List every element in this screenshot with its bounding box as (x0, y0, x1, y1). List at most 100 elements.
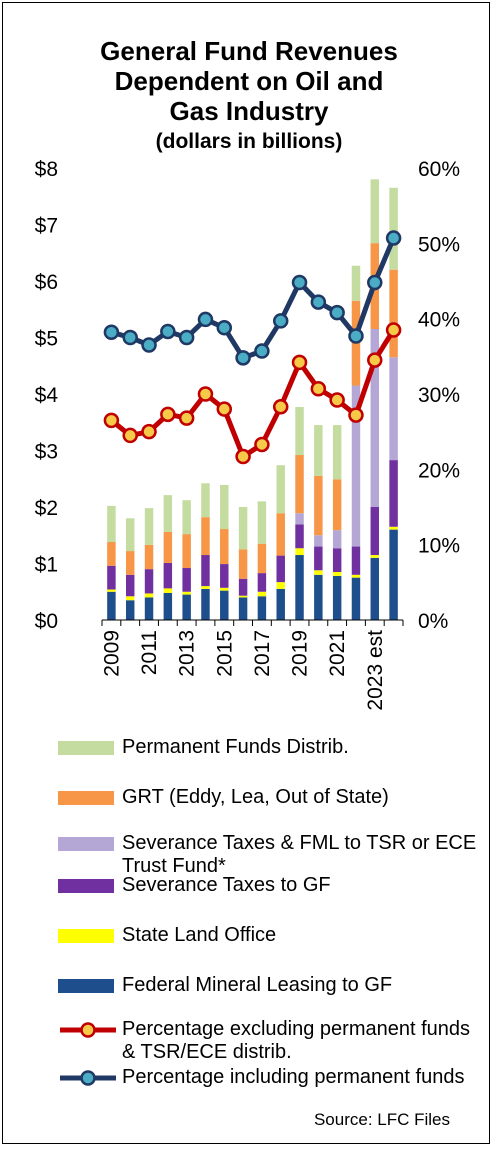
bar-segment (125, 600, 135, 620)
bar-segment (257, 501, 267, 544)
bar-segment (295, 555, 304, 620)
bar-segment (370, 557, 380, 620)
legend-swatch (58, 741, 114, 755)
line-point (291, 274, 308, 291)
bar-segment (125, 518, 135, 552)
bar-segment (351, 265, 361, 301)
legend-swatch (58, 837, 114, 851)
bar-segment (201, 483, 210, 518)
legend-label: Permanent Funds Distrib. (122, 736, 349, 758)
bar-segment (220, 587, 229, 591)
line-point (197, 311, 214, 328)
left-axis-tick-label: $3 (35, 441, 58, 464)
bar-segment (314, 425, 323, 476)
bar-segment (107, 565, 116, 590)
x-axis-tick-label: 2023 est (364, 630, 387, 711)
bar-segment (295, 524, 304, 549)
bar-segment (314, 546, 323, 571)
bar-segment (351, 546, 361, 575)
bar-segment (351, 385, 361, 547)
line-point (141, 423, 157, 440)
bar-segment (107, 591, 116, 620)
legend-label: Severance Taxes & FML to TSR or ECE Trus… (122, 832, 477, 877)
right-axis-tick-label: 10% (418, 535, 460, 558)
bar-segment (125, 551, 135, 575)
bar-segment (276, 588, 285, 620)
x-axis-tick-label: 2011 (138, 630, 161, 675)
bar-segment (332, 548, 342, 572)
bar-segment (220, 564, 229, 588)
bar-segment (295, 548, 304, 556)
line-point (141, 337, 157, 353)
line-point (197, 386, 214, 402)
bar-segment (389, 460, 398, 527)
bar-segment (389, 357, 398, 461)
bar-segment (182, 500, 191, 535)
chart-title-line-1: General Fund Revenues (100, 36, 398, 66)
left-axis-tick-label: $7 (35, 215, 58, 238)
legend-label: Federal Mineral Leasing to GF (122, 974, 393, 996)
chart-title-line-2: Dependent on Oil and (114, 66, 384, 96)
bar-segment (276, 555, 285, 583)
legend-swatch (58, 879, 114, 893)
line-point (122, 427, 138, 444)
left-axis-tick-label: $5 (35, 328, 58, 351)
bar-segment (295, 513, 304, 525)
line-point (160, 323, 176, 340)
line-point (103, 412, 120, 429)
bar-segment (163, 592, 173, 620)
right-axis-tick-label: 50% (418, 233, 460, 256)
line-point (254, 343, 270, 359)
bar-segment (201, 555, 210, 587)
bar-segment (332, 571, 342, 576)
legend-label: GRT (Eddy, Lea, Out of State) (122, 786, 389, 808)
bar-segment (351, 574, 361, 578)
bar-segment (107, 542, 116, 566)
bar-segment (182, 568, 191, 592)
bar-segment (370, 329, 380, 507)
bar-segment (314, 574, 323, 620)
bar-segment (238, 549, 248, 579)
bar-segment (389, 187, 398, 270)
left-axis-tick-label: $6 (35, 271, 58, 294)
bar-segment (314, 475, 323, 536)
left-axis-tick-label: $4 (35, 384, 59, 407)
bar-segment (257, 573, 267, 592)
bar-segment (163, 495, 173, 532)
line-point (254, 436, 270, 453)
line-point (367, 274, 383, 291)
bar-segment (144, 593, 154, 598)
right-axis-tick-label: 0% (418, 610, 448, 633)
bar-segment (276, 513, 285, 556)
legend-label: State Land Office (122, 924, 277, 946)
line-point (103, 324, 120, 340)
bar-segment (201, 588, 210, 620)
bar-segment (238, 507, 248, 550)
chart-title: General Fund Revenues Dependent on Oil a… (0, 36, 498, 126)
bar-segment (163, 562, 173, 589)
bar-segment (201, 517, 210, 556)
line-point (216, 401, 233, 417)
bar-segment (182, 534, 191, 569)
bar-segment (238, 578, 248, 596)
right-axis-tick-label: 40% (418, 309, 460, 332)
chart-svg: $0 $1 $2 $3 $4 $5 $6 $7 $8 0% 10% 20% 30% 40% 50% 60% 20… (35, 158, 460, 711)
bar-segment (314, 570, 323, 575)
bar-segment (125, 596, 135, 601)
bar-segment (295, 455, 304, 514)
bar-segment (295, 406, 304, 456)
right-axis-tick-label: 60% (418, 158, 460, 181)
bar-segment (370, 179, 380, 244)
bar-segment (332, 575, 342, 620)
bar-segment (220, 484, 229, 530)
bar-segment (257, 543, 267, 574)
bar-segment (144, 569, 154, 594)
bar-segment (220, 529, 229, 565)
line-point (310, 294, 327, 310)
x-axis-tick-label: 2009 (100, 630, 123, 677)
line-point (291, 354, 308, 371)
bar-segment (107, 589, 116, 592)
bar-segment (332, 425, 342, 480)
legend-swatch (58, 929, 114, 943)
bar-segment (389, 529, 398, 620)
